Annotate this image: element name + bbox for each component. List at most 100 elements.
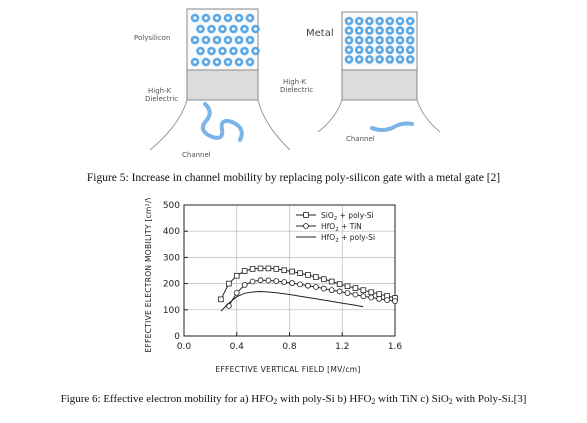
legend-label-main: HfO (321, 222, 335, 231)
data-point (360, 287, 367, 293)
left-dielectric-label-2: Dielectric (145, 95, 178, 103)
electron-dot (385, 35, 395, 45)
legend-label-sub: 2 (335, 238, 339, 244)
legend-label-main: SiO (321, 211, 334, 220)
data-point (336, 288, 343, 295)
metal-gate-stack (317, 11, 441, 133)
electron-dot (385, 55, 395, 64)
x-tick-label: 1.6 (388, 342, 403, 352)
electron-dot (395, 55, 405, 64)
electron-dot (229, 46, 238, 56)
data-point (320, 276, 327, 282)
legend-entry: HfO2 + TiN (296, 222, 362, 233)
series-line (228, 279, 396, 307)
x-axis-label: EFFECTIVE VERTICAL FIELD [MV/cm] (215, 365, 360, 374)
data-point (352, 291, 359, 298)
data-point (305, 272, 311, 278)
electron-dot (405, 45, 415, 55)
electron-dot (212, 35, 222, 45)
electron-dot (375, 55, 384, 64)
data-point (249, 266, 256, 272)
data-point (297, 270, 303, 276)
data-point (257, 265, 264, 272)
data-point (336, 281, 343, 287)
caption-text: with TiN c) SiO (375, 393, 449, 405)
legend-label-main: HfO (321, 233, 335, 242)
right-channel-label: Channel (346, 135, 375, 143)
right-channel-wave (370, 121, 414, 132)
electron-dot (344, 35, 354, 45)
data-point (368, 289, 375, 296)
electron-dot (375, 45, 384, 55)
y-tick-label: 200 (163, 280, 180, 290)
left-substrate-edge (149, 99, 291, 151)
electron-dot (190, 35, 200, 45)
right-dielectric-label-1: High-K (283, 78, 307, 86)
data-point (241, 282, 248, 288)
electron-dot (234, 35, 244, 45)
caption-text: with Poly-Si.[3] (452, 393, 527, 405)
data-point (241, 268, 248, 274)
electron-dot (354, 26, 364, 35)
electron-dot (212, 57, 222, 67)
chart-ticks: 0.0 0.4 0.8 1.2 1.6 0 100 200 300 400 500 (163, 201, 403, 352)
right-substrate-edge (317, 99, 441, 133)
electron-dot (365, 16, 374, 26)
electron-dot (234, 13, 244, 23)
data-point (289, 280, 296, 286)
data-point (273, 278, 280, 284)
series-1 (218, 265, 398, 303)
polysilicon-electron-dots (190, 13, 260, 67)
series-2 (225, 277, 398, 309)
polysilicon-label: Polysilicon (134, 34, 170, 42)
data-point (320, 285, 327, 292)
data-point (376, 291, 382, 297)
data-point (281, 279, 288, 285)
data-point (257, 277, 264, 284)
data-point (352, 285, 359, 291)
electron-dot (240, 24, 249, 34)
electron-dot (344, 55, 354, 64)
y-tick-label: 500 (163, 201, 180, 211)
legend-label-sub: 2 (334, 216, 338, 222)
data-point (226, 280, 232, 287)
electron-dot (405, 55, 415, 64)
legend-label-rest: + poly-Si (339, 233, 375, 242)
series-line (220, 290, 364, 312)
electron-dot (201, 57, 211, 67)
electron-dot (354, 45, 364, 55)
electron-dot (251, 46, 260, 56)
electron-dot (395, 26, 405, 35)
right-dielectric-label-2: Dielectric (280, 86, 313, 94)
right-high-k-dielectric (341, 69, 418, 101)
electron-dot (212, 13, 222, 23)
legend-entry: HfO2 + poly-Si (296, 233, 375, 244)
data-point (313, 274, 319, 280)
data-point (225, 302, 232, 309)
data-point (328, 287, 335, 294)
electron-dot (375, 35, 384, 45)
electron-dot (385, 45, 395, 55)
data-point (303, 223, 309, 229)
series-3 (220, 290, 364, 312)
data-point (281, 267, 288, 274)
data-point (233, 289, 240, 296)
electron-dot (218, 46, 227, 56)
x-tick-label: 0.0 (177, 342, 192, 352)
data-point (265, 277, 272, 284)
electron-dot (375, 26, 384, 35)
x-tick-label: 0.4 (230, 342, 245, 352)
caption-subscript: 2 (371, 397, 376, 406)
electron-dot (229, 24, 238, 34)
electron-dot (245, 57, 255, 67)
legend-label: HfO2 + TiN (321, 222, 362, 233)
metal-label: Metal (306, 28, 334, 39)
electron-dot (245, 13, 255, 23)
metal-electron-dots (344, 16, 415, 64)
data-point (368, 294, 375, 301)
electron-dot (223, 35, 233, 45)
caption-subscript: 2 (448, 397, 453, 406)
electron-dot (196, 46, 205, 56)
electron-dot (365, 45, 374, 55)
